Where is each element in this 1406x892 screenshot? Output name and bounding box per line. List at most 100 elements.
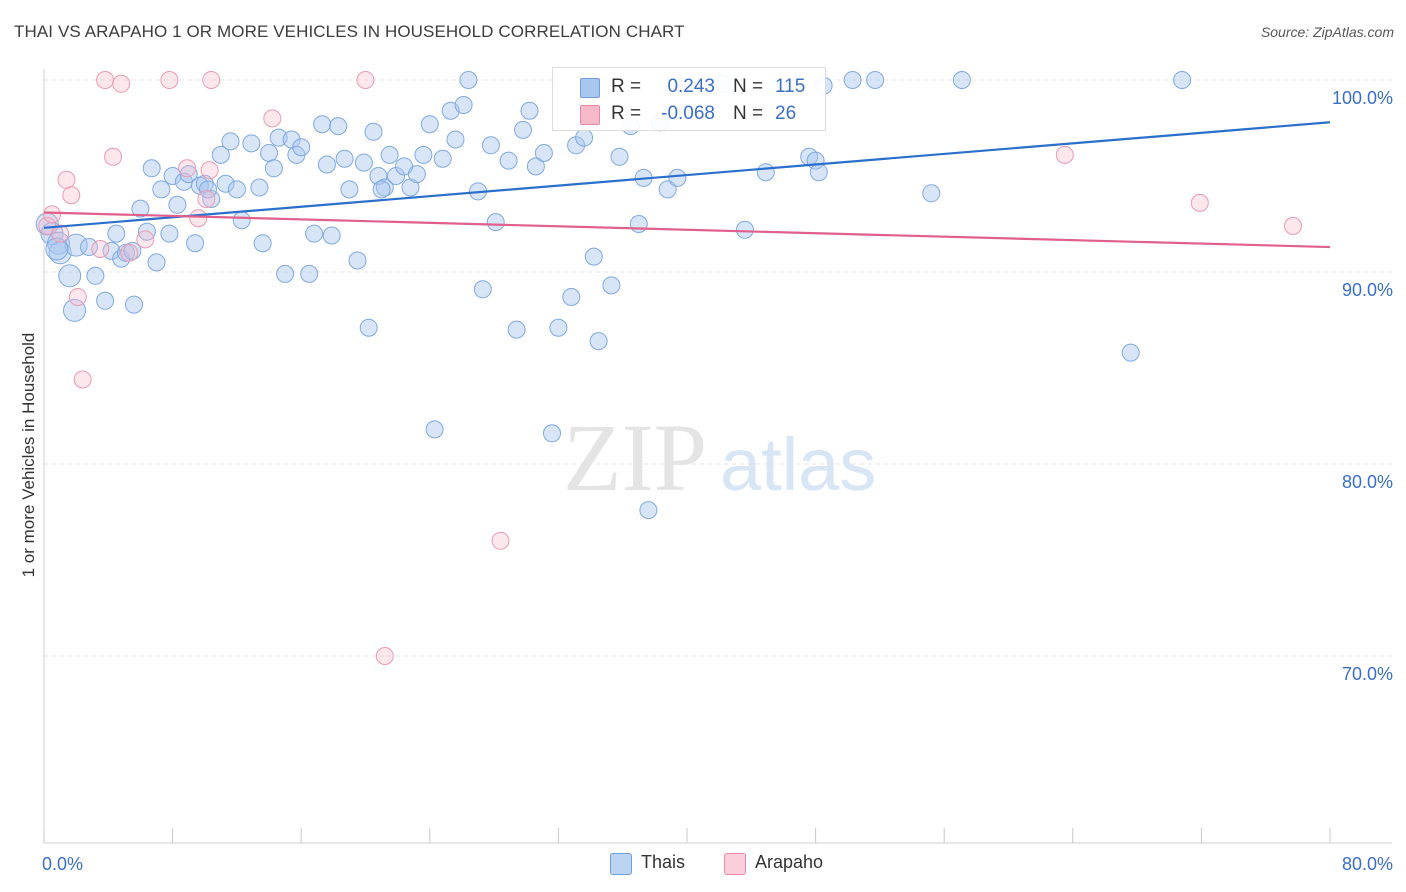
- bottom-legend-swatch-arapaho: [724, 853, 746, 875]
- thais-point: [756, 163, 775, 182]
- thais-point: [526, 157, 545, 176]
- data-points: [35, 71, 1302, 665]
- thais-point: [433, 149, 452, 168]
- thais-point: [335, 149, 354, 168]
- legend-swatch-thais: [580, 78, 600, 98]
- legend-swatch-arapaho: [580, 105, 600, 125]
- thais-point: [843, 71, 862, 89]
- thais-point: [300, 264, 319, 283]
- y-tick-label: 100.0%: [1332, 88, 1393, 108]
- thais-point: [514, 120, 532, 139]
- thais-point: [534, 144, 553, 162]
- arapaho-point: [263, 109, 282, 128]
- thais-point: [160, 224, 179, 243]
- arapaho-point: [104, 147, 123, 166]
- thais-point: [584, 247, 603, 266]
- arapaho-point: [73, 370, 92, 389]
- thais-point: [45, 237, 69, 261]
- thais-point: [549, 318, 568, 337]
- thais-point: [668, 168, 687, 187]
- thais-point: [369, 167, 388, 185]
- thais-point: [221, 132, 240, 151]
- thais-point: [186, 234, 205, 253]
- legend-row-thais: R = 0.243 N = 115: [553, 74, 825, 100]
- thais-point: [131, 199, 150, 218]
- thais-point: [1121, 343, 1140, 362]
- thais-point: [562, 288, 581, 306]
- watermark-zip: ZIP: [563, 404, 707, 511]
- axes: [43, 69, 1392, 844]
- thais-point: [195, 174, 214, 193]
- thais-point: [211, 145, 230, 164]
- thais-point: [866, 71, 885, 89]
- thais-point: [658, 180, 677, 199]
- trend-lines: [43, 121, 1331, 249]
- arapaho-point: [96, 71, 115, 89]
- thais-point: [486, 213, 505, 232]
- thais-point: [86, 266, 105, 285]
- thais-point: [264, 159, 283, 178]
- arapaho-point: [112, 74, 131, 93]
- y-tick-label: 80.0%: [1342, 472, 1393, 492]
- thais-point: [639, 501, 658, 520]
- arapaho-point: [160, 71, 179, 89]
- stats-legend: R = 0.243 N = 115 R = -0.068 N = 26: [552, 67, 826, 131]
- source-label: Source: ZipAtlas.com: [1260, 24, 1394, 40]
- thais-point: [163, 167, 182, 185]
- thais-point: [292, 138, 311, 157]
- tick-labels: 100.0% 90.0% 80.0% 70.0% 0.0% 80.0%: [42, 88, 1393, 874]
- thais-trend-line: [43, 121, 1331, 229]
- thais-point: [58, 264, 82, 288]
- thais-point: [543, 424, 561, 443]
- thais-point: [407, 165, 426, 184]
- legend-r-value: -0.068: [661, 103, 715, 124]
- legend-r-value: 0.243: [667, 76, 715, 97]
- thais-point: [80, 238, 98, 256]
- thais-point: [202, 190, 221, 208]
- thais-point: [364, 122, 383, 141]
- thais-point: [322, 226, 341, 245]
- thais-point: [446, 130, 465, 149]
- thais-point: [142, 159, 161, 178]
- thais-point: [242, 134, 261, 153]
- thais-point: [329, 117, 348, 136]
- y-tick-label: 70.0%: [1342, 664, 1393, 684]
- thais-point: [250, 178, 269, 197]
- thais-point: [179, 165, 198, 184]
- arapaho-point: [51, 224, 70, 243]
- thais-point: [420, 115, 439, 134]
- arapaho-point: [375, 647, 394, 665]
- y-tick-label: 90.0%: [1342, 280, 1393, 300]
- thais-point: [809, 163, 828, 182]
- thais-point: [317, 155, 336, 174]
- legend-n-label: N =: [733, 76, 764, 97]
- thais-point: [340, 180, 359, 199]
- thais-point: [260, 144, 278, 162]
- arapaho-point: [189, 209, 208, 228]
- arapaho-point: [202, 71, 221, 89]
- watermark-atlas: atlas: [720, 423, 876, 506]
- thais-point: [305, 224, 324, 243]
- thais-point: [425, 420, 444, 439]
- thais-point: [602, 276, 621, 295]
- arapaho-point: [136, 230, 155, 249]
- thais-point: [107, 224, 126, 243]
- arapaho-point: [200, 161, 219, 180]
- arapaho-point: [1190, 193, 1209, 212]
- legend-n-value: 26: [775, 103, 797, 124]
- thais-point: [359, 318, 378, 337]
- thais-point: [102, 241, 121, 260]
- thais-point: [348, 251, 367, 270]
- x-tick-label-max: 80.0%: [1342, 854, 1393, 874]
- thais-point: [454, 96, 473, 114]
- thais-point: [481, 136, 500, 155]
- thais-point: [375, 178, 394, 197]
- thais-point: [152, 180, 171, 199]
- thais-point: [1173, 71, 1192, 89]
- arapaho-point: [1284, 216, 1302, 235]
- arapaho-point: [1055, 145, 1074, 164]
- chart-title: THAI VS ARAPAHO 1 OR MORE VEHICLES IN HO…: [14, 22, 685, 41]
- thais-point: [589, 332, 608, 351]
- bottom-legend-swatch-thais: [610, 853, 632, 875]
- arapaho-point: [62, 186, 81, 205]
